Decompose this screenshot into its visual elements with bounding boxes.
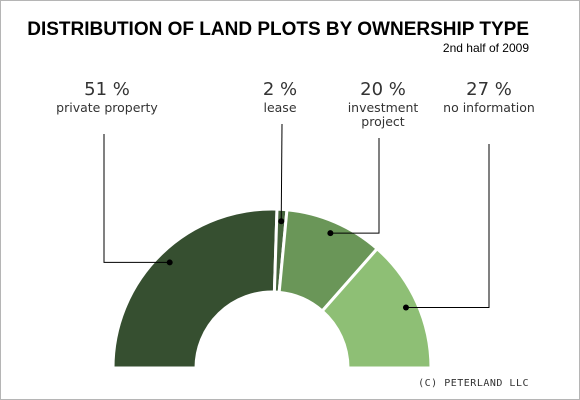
chart-title: DISTRIBUTION OF LAND PLOTS BY OWNERSHIP … xyxy=(27,19,529,40)
slice-label-investment-project: 20 % investment project xyxy=(335,79,431,129)
slice-name-label: no information xyxy=(443,100,535,115)
slice-label-no-information: 27 % no information xyxy=(437,79,541,115)
leader-dot-private-property xyxy=(166,259,173,266)
leader-line-no-information xyxy=(405,144,490,309)
slice-value-label: 51 % xyxy=(84,79,130,100)
chart-subtitle: 2nd half of 2009 xyxy=(442,41,529,55)
slice-value-label: 20 % xyxy=(360,79,406,100)
leader-line-private-property xyxy=(103,134,170,263)
slice-label-lease: 2 % lease xyxy=(235,79,325,115)
chart-slices xyxy=(111,207,433,370)
copyright-footer: (C) PETERLAND LLC xyxy=(418,378,529,389)
leader-line-lease xyxy=(280,123,283,222)
slice-name-label: private property xyxy=(56,100,158,115)
slice-private-property xyxy=(111,207,279,370)
slice-label-private-property: 51 % private property xyxy=(41,79,173,115)
slice-name-label: lease xyxy=(263,100,297,115)
slice-name-label: investment project xyxy=(347,100,419,129)
chart-leaders xyxy=(103,123,490,311)
slice-value-label: 27 % xyxy=(466,79,512,100)
slice-no-information xyxy=(320,246,433,370)
slice-value-label: 2 % xyxy=(262,79,298,100)
leader-dot-investment-project xyxy=(327,230,334,237)
leader-dot-lease xyxy=(278,218,285,225)
leader-dot-no-information xyxy=(402,304,409,311)
leader-line-investment-project xyxy=(330,138,380,234)
